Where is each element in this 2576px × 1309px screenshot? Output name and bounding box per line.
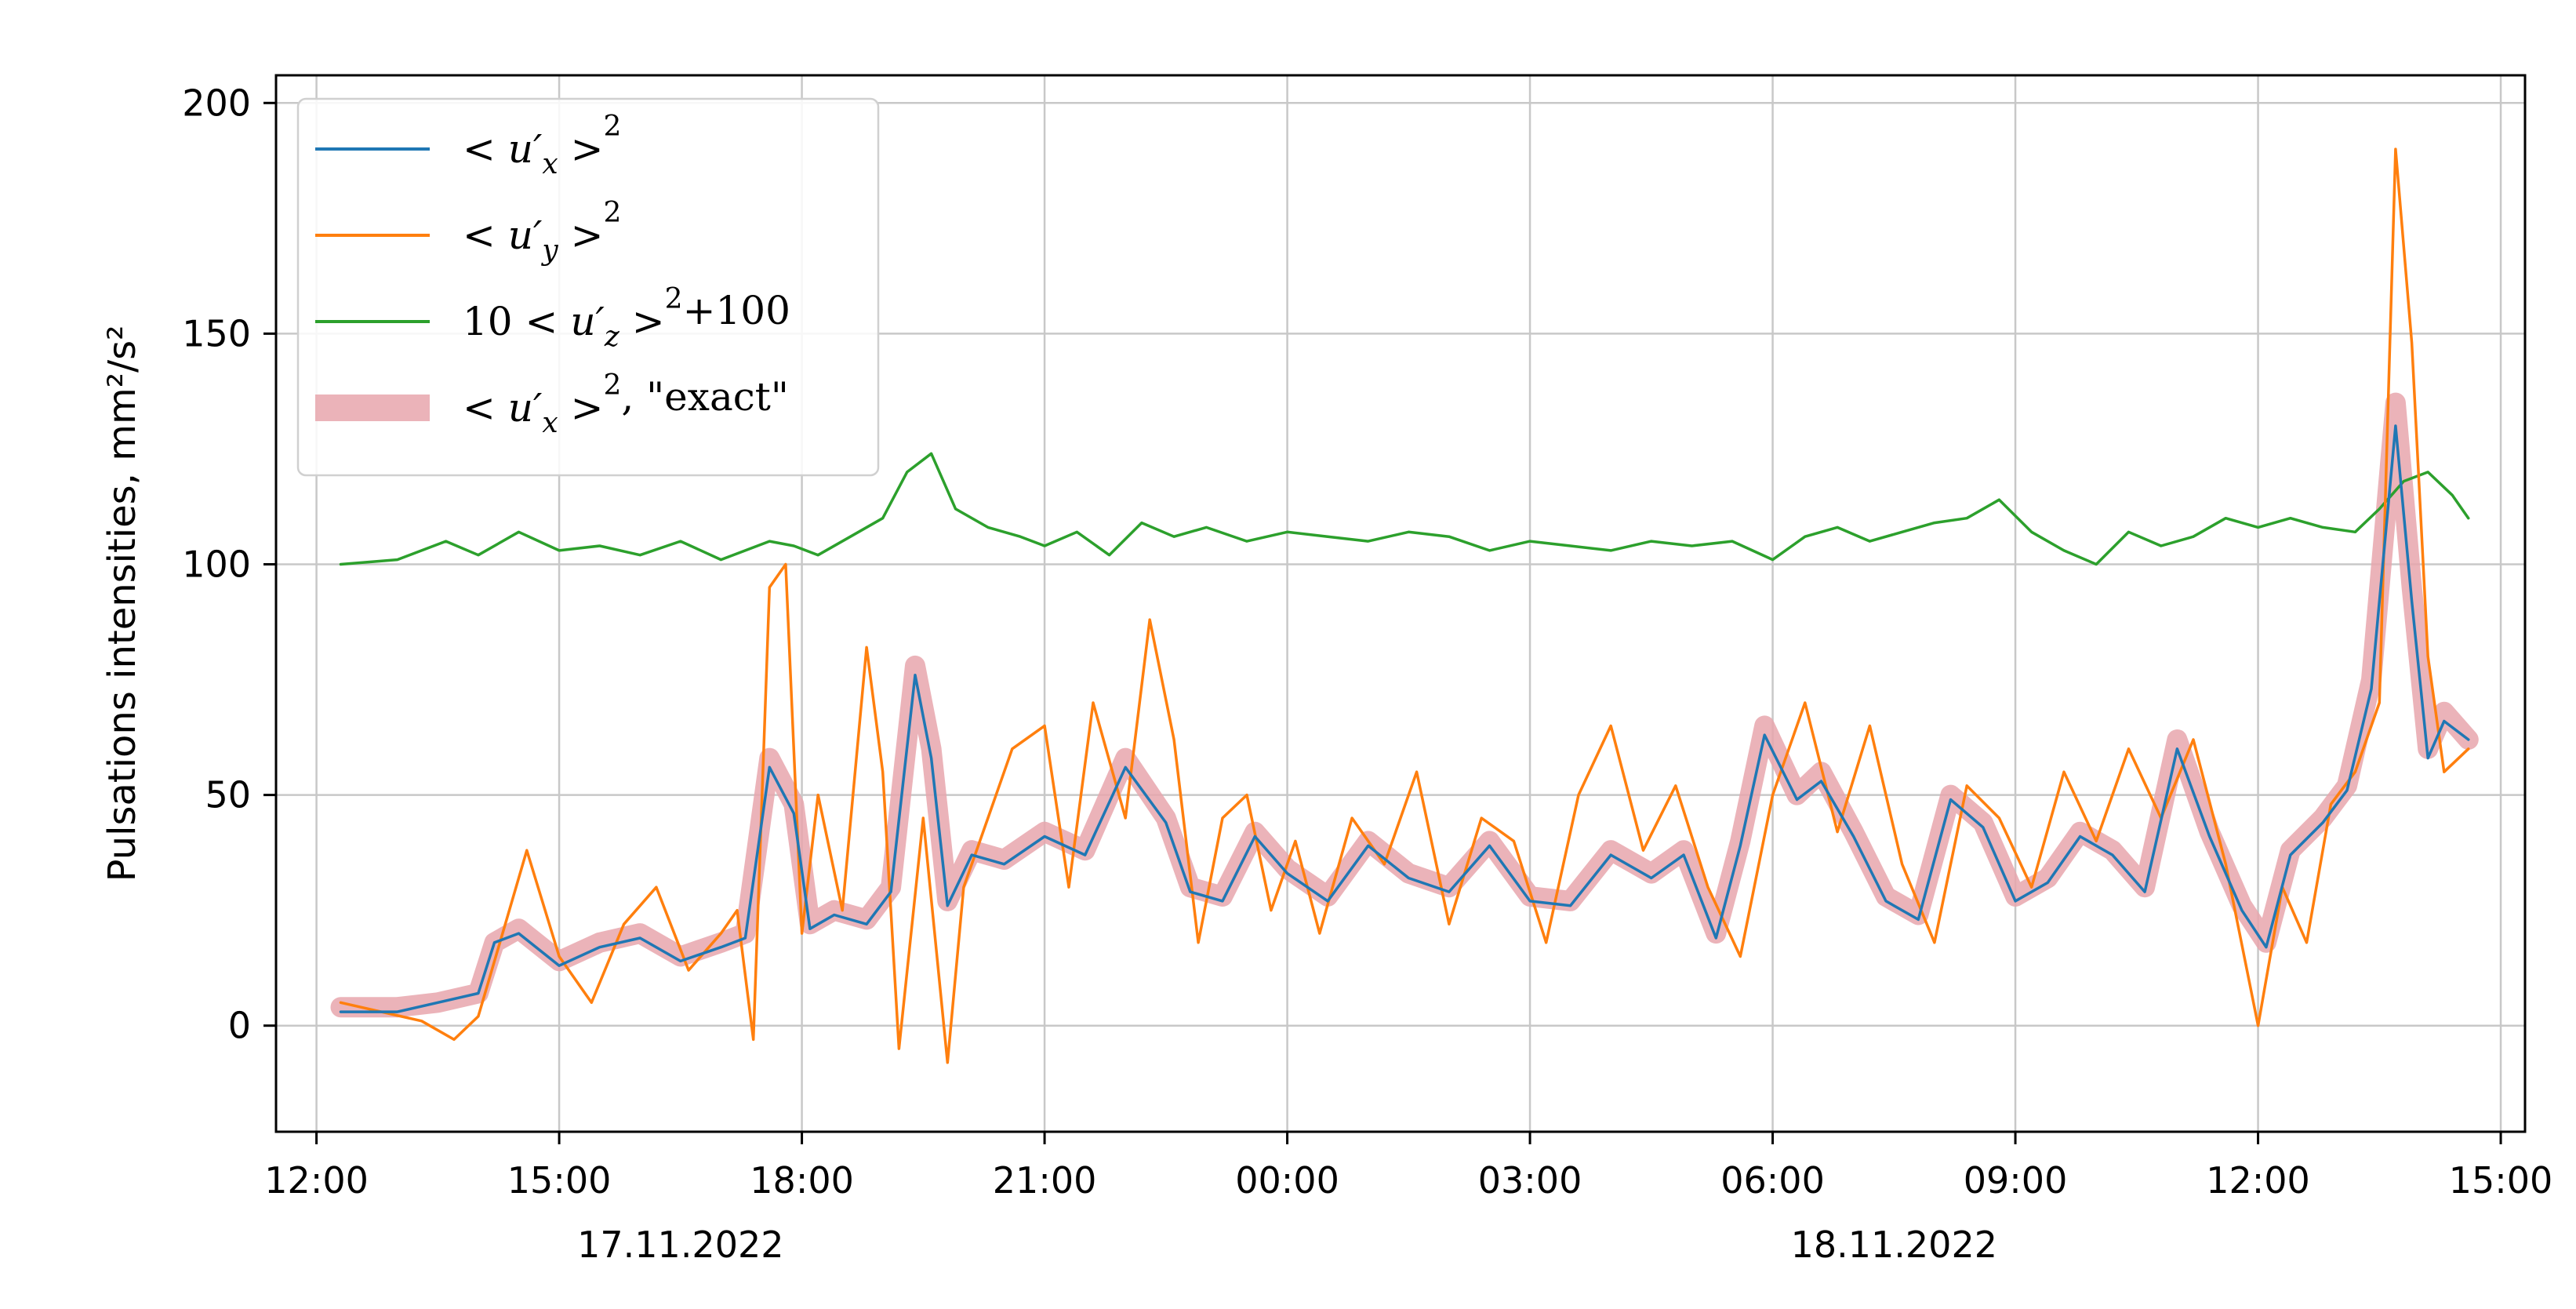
x-tick-label: 12:00 xyxy=(2206,1159,2310,1202)
series-line-ux xyxy=(339,424,2470,1013)
series-layer xyxy=(330,147,2479,1064)
x-tick-label: 09:00 xyxy=(1964,1159,2068,1202)
legend-label-exact: < u′x >2, "exact" xyxy=(463,369,789,439)
x-tick-label: 15:00 xyxy=(507,1159,612,1202)
y-tick-label: 0 xyxy=(228,1005,251,1047)
date-label: 17.11.2022 xyxy=(577,1224,783,1266)
plot-frame xyxy=(274,74,2527,1133)
y-tick-label: 200 xyxy=(182,82,251,124)
x-tick-label: 15:00 xyxy=(2449,1159,2553,1202)
x-axis: 12:00 15:00 18:00 21:00 00:00 03:00 06:00 09:00… xyxy=(264,1132,2552,1202)
y-tick-label: 50 xyxy=(205,774,251,816)
x-tick-label: 06:00 xyxy=(1720,1159,1825,1202)
legend-label-ux: < u′x >2 xyxy=(463,111,621,180)
y-axis: 0 50 100 150 200 xyxy=(182,82,276,1047)
date-label: 18.11.2022 xyxy=(1791,1224,1997,1266)
series-line-uz xyxy=(339,452,2470,566)
x-tick-label: 03:00 xyxy=(1478,1159,1582,1202)
legend-label-uz: 10 < u′z >2+100 xyxy=(463,283,790,353)
x-tick-label: 12:00 xyxy=(264,1159,369,1202)
x-tick-label: 18:00 xyxy=(750,1159,854,1202)
y-tick-label: 150 xyxy=(182,312,251,355)
x-tick-label: 21:00 xyxy=(993,1159,1097,1202)
legend-box xyxy=(296,97,880,477)
x-tick-label: 00:00 xyxy=(1235,1159,1339,1202)
y-tick-label: 100 xyxy=(182,544,251,586)
date-labels: 17.11.2022 18.11.2022 xyxy=(577,1224,1997,1266)
legend: < u′x >2 < u′y >2 10 < u′z >2+100 < u′x >2,… xyxy=(296,97,880,477)
legend-label-uy: < u′y >2 xyxy=(463,197,621,267)
y-axis-label: Pulsations intensities, mm²/s² xyxy=(100,325,144,882)
